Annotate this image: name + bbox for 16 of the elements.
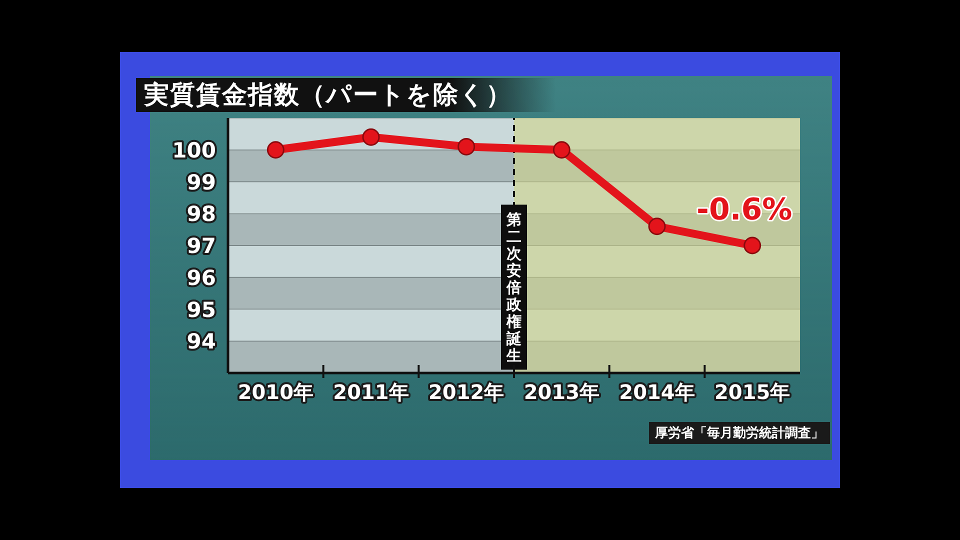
y-tick-label: 95 [186,298,216,322]
x-tick-label: 2013年 [524,380,600,404]
y-tick-label: 98 [186,202,216,226]
y-tick-label: 99 [186,170,216,194]
y-tick-label: 100 [172,138,216,162]
text: 厚労省「毎月勤労統計調査」 [649,422,830,444]
y-tick-label: 94 [186,330,216,354]
y-tick-label: 97 [186,234,216,258]
x-tick-label: 2010年 [238,380,314,404]
annotation: -0.6% [696,192,792,228]
x-tick-label: 2014年 [619,380,695,404]
x-tick-label: 2012年 [428,380,504,404]
x-tick-label: 2015年 [714,380,790,404]
x-tick-label: 2011年 [333,380,409,404]
chart-title: 実質賃金指数（パートを除く） [144,80,512,110]
y-tick-label: 96 [186,266,216,290]
